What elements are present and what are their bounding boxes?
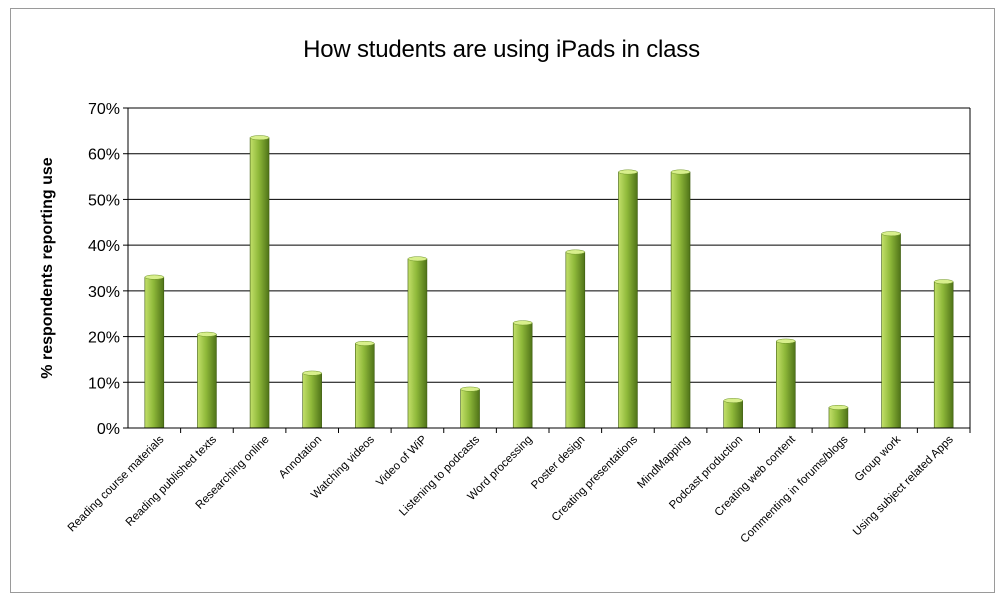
x-tick-label: Commenting in forums/blogs bbox=[739, 433, 851, 545]
bar-cap bbox=[933, 279, 954, 285]
x-tick-label: Poster design bbox=[529, 434, 587, 492]
x-tick-label: MindMapping bbox=[635, 434, 692, 491]
bar bbox=[249, 137, 270, 429]
bar bbox=[302, 372, 322, 429]
y-tick-labels: 0% 10% 20% 30% 40% 50% 60% 70% bbox=[88, 101, 120, 438]
y-tick-label: 10% bbox=[88, 375, 120, 392]
bar-cap bbox=[618, 169, 638, 175]
y-tick-label: 20% bbox=[88, 330, 120, 347]
bar bbox=[197, 333, 217, 429]
bar bbox=[723, 400, 743, 429]
bar bbox=[355, 343, 375, 429]
bar-cap bbox=[355, 340, 375, 346]
x-tick-label: Reading published texts bbox=[124, 433, 219, 528]
bar bbox=[670, 171, 691, 429]
bar-cap bbox=[249, 135, 270, 141]
bar-cap bbox=[565, 249, 586, 255]
bar-cap bbox=[460, 386, 480, 392]
bar-cap bbox=[144, 274, 165, 280]
bar-cap bbox=[512, 320, 533, 326]
bar bbox=[460, 388, 480, 429]
y-tick-label: 30% bbox=[88, 284, 120, 301]
bar-cap bbox=[670, 169, 691, 175]
bar bbox=[776, 340, 796, 429]
x-tick-label: Using subject related Apps bbox=[851, 433, 956, 538]
chart-title: How students are using iPads in class bbox=[303, 36, 700, 63]
bar-cap bbox=[776, 338, 796, 344]
bar-cap bbox=[828, 404, 849, 410]
bar-cap bbox=[302, 370, 322, 376]
axes bbox=[123, 107, 971, 433]
bar bbox=[512, 322, 533, 429]
bar bbox=[565, 251, 586, 429]
bar bbox=[618, 171, 638, 429]
bar-cap bbox=[407, 256, 428, 262]
bar-cap bbox=[197, 331, 217, 337]
y-tick-label: 0% bbox=[97, 421, 120, 438]
chart-frame bbox=[10, 8, 995, 593]
y-tick-label: 60% bbox=[88, 147, 120, 164]
x-tick-label: Video of WiP bbox=[374, 433, 430, 489]
bar bbox=[828, 407, 849, 429]
bar-cap bbox=[723, 398, 743, 404]
bar bbox=[881, 233, 901, 429]
x-tick-label: Group work bbox=[853, 433, 904, 484]
x-tick-label: Annotation bbox=[277, 434, 324, 481]
y-tick-label: 50% bbox=[88, 192, 120, 209]
x-tick-label: Creating presentations bbox=[550, 433, 640, 523]
y-tick-label: 40% bbox=[88, 238, 120, 255]
bar bbox=[144, 276, 165, 429]
y-tick-label: 70% bbox=[88, 101, 120, 118]
bar-cap bbox=[881, 231, 901, 237]
x-tick-label: Reading course materials bbox=[66, 433, 167, 534]
bar bbox=[933, 281, 954, 429]
bar bbox=[407, 258, 428, 429]
bars bbox=[144, 135, 954, 429]
